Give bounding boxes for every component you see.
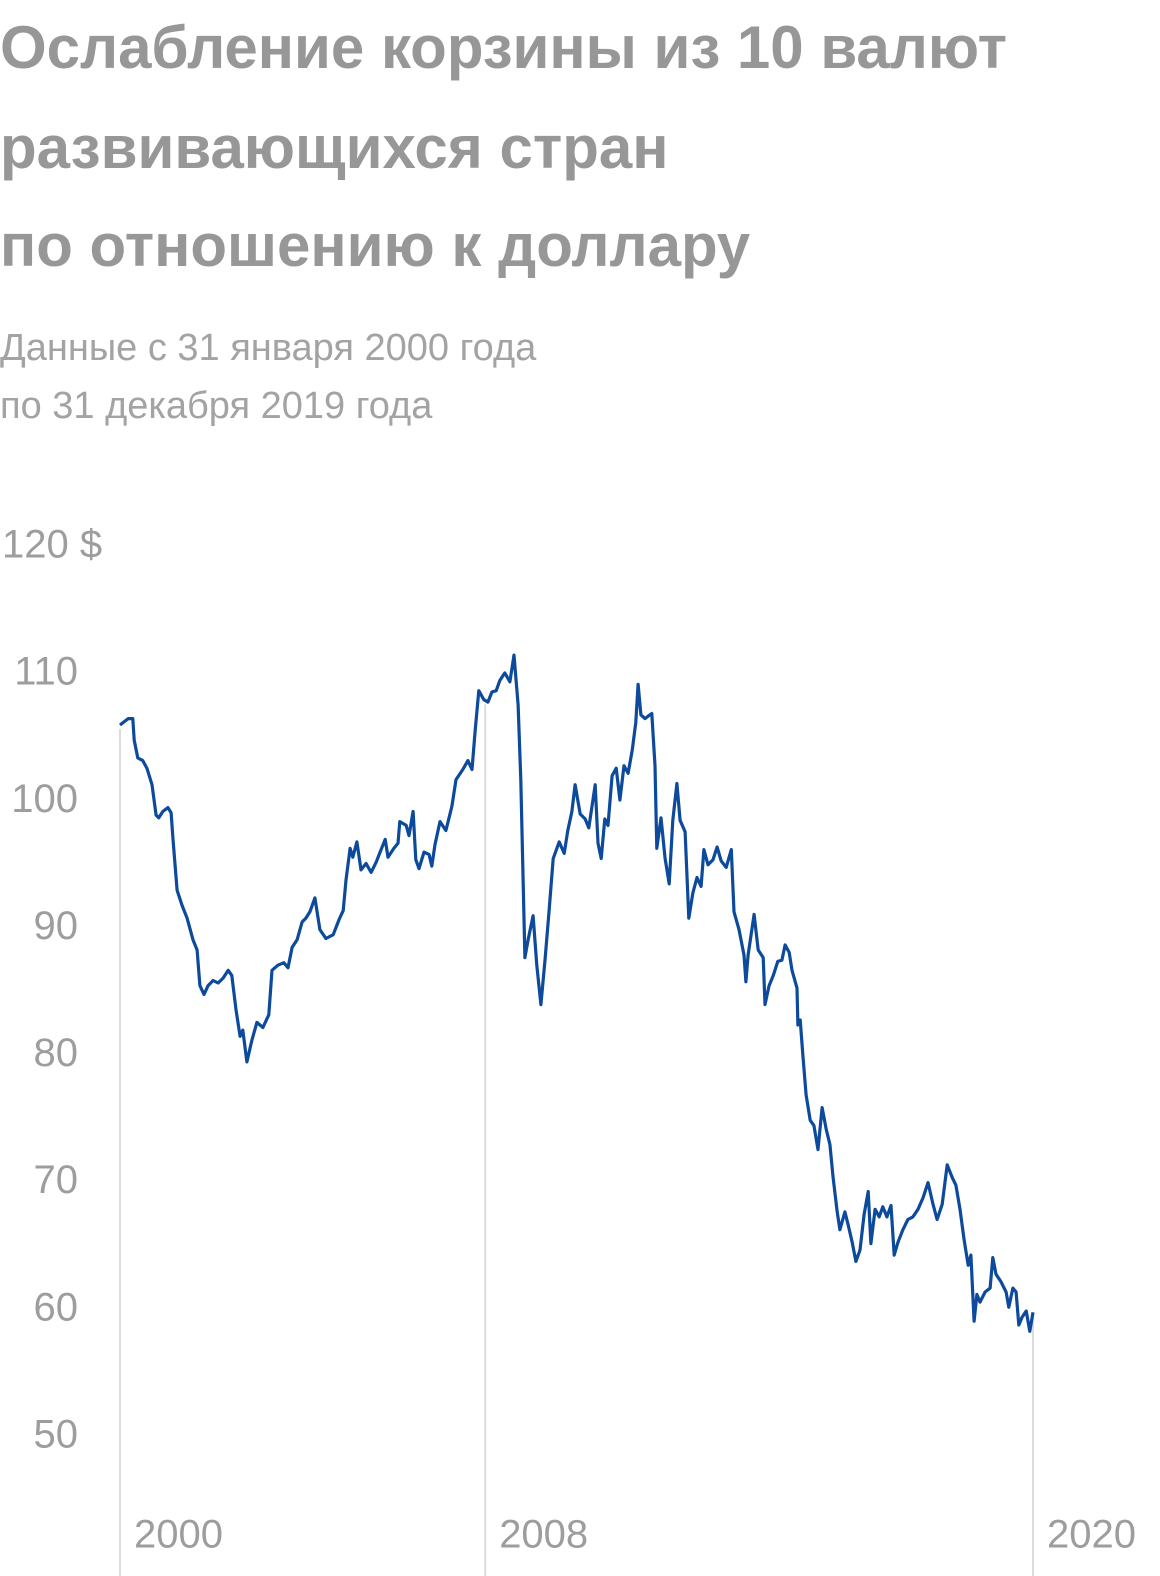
- x-tick-label: 2008: [499, 1513, 588, 1557]
- chart-subtitle: Данные с 31 января 2000 года: [0, 327, 537, 369]
- y-tick-label: 120 $: [2, 523, 102, 567]
- x-tick-label: 2020: [1047, 1513, 1136, 1557]
- y-tick-label: 80: [34, 1031, 79, 1075]
- x-tick-label: 2000: [134, 1513, 223, 1557]
- data-line: [119, 653, 1035, 1333]
- chart-subtitle: по 31 декабря 2019 года: [0, 385, 433, 427]
- chart-title: по отношению к доллару: [0, 212, 751, 279]
- y-tick-label: 60: [34, 1285, 79, 1329]
- chart-title: Ослабление корзины из 10 валют: [0, 14, 1007, 81]
- y-tick-label: 90: [34, 904, 79, 948]
- y-tick-label: 70: [34, 1158, 79, 1202]
- y-tick-label: 110: [14, 650, 78, 694]
- y-tick-label: 50: [34, 1412, 79, 1456]
- y-tick-label: 100: [11, 777, 78, 821]
- chart-title: развивающихся стран: [0, 114, 669, 181]
